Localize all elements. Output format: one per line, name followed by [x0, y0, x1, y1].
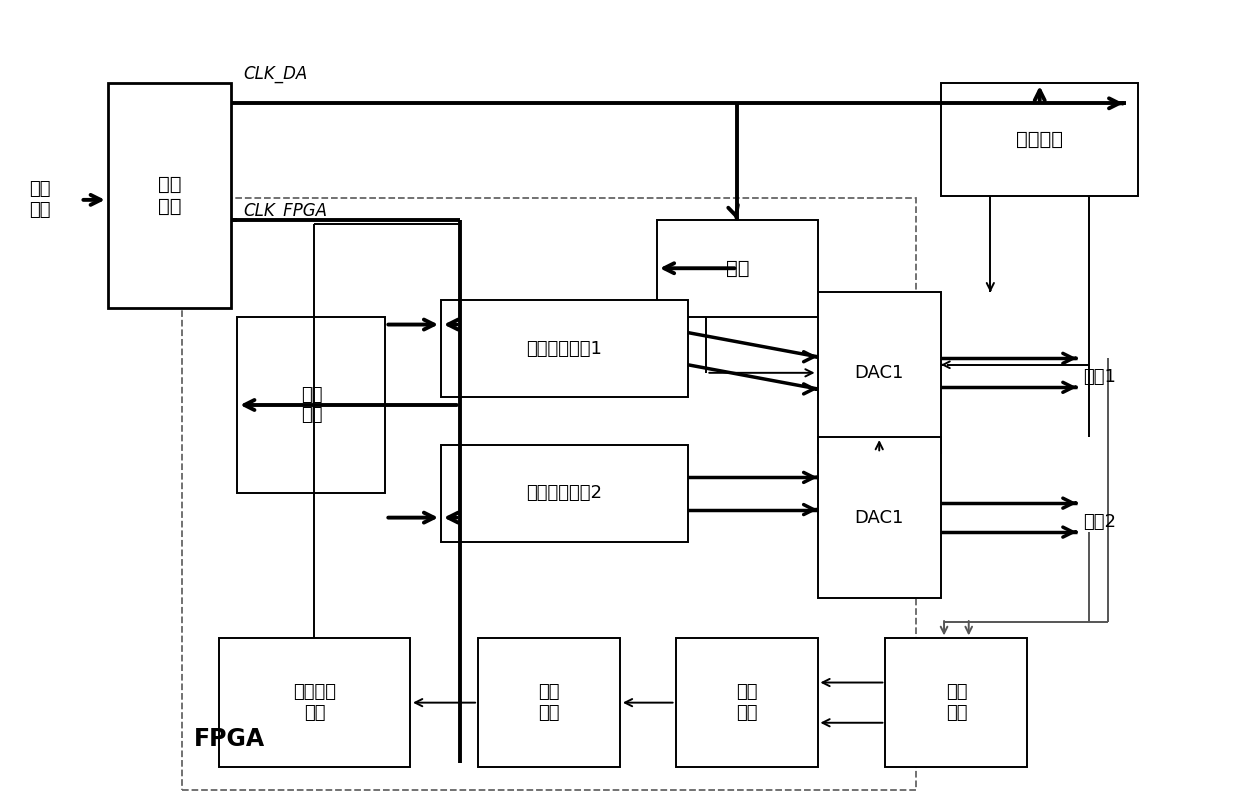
FancyBboxPatch shape	[817, 292, 941, 454]
FancyBboxPatch shape	[657, 220, 817, 317]
Text: 脉宽
测量: 脉宽 测量	[538, 684, 559, 722]
FancyBboxPatch shape	[441, 446, 688, 542]
Text: DAC1: DAC1	[854, 509, 904, 526]
Text: 同步控制
模块: 同步控制 模块	[293, 684, 336, 722]
FancyBboxPatch shape	[108, 83, 231, 309]
Text: FPGA: FPGA	[195, 727, 265, 751]
FancyBboxPatch shape	[479, 638, 620, 767]
Text: 脉冲
整形: 脉冲 整形	[946, 684, 967, 722]
Text: 波形发生模块1: 波形发生模块1	[527, 339, 603, 358]
FancyBboxPatch shape	[817, 437, 941, 598]
Text: 逻辑
与门: 逻辑 与门	[735, 684, 758, 722]
Text: 波形发生模块2: 波形发生模块2	[527, 484, 603, 502]
Text: 参考
时钟: 参考 时钟	[29, 181, 51, 220]
FancyBboxPatch shape	[941, 83, 1138, 196]
Text: 时钟延时: 时钟延时	[1017, 130, 1063, 149]
Text: CLK_DA: CLK_DA	[243, 66, 308, 83]
FancyBboxPatch shape	[441, 301, 688, 397]
FancyBboxPatch shape	[885, 638, 1028, 767]
Text: 时钟
模块: 时钟 模块	[157, 175, 181, 216]
FancyBboxPatch shape	[676, 638, 817, 767]
FancyBboxPatch shape	[237, 317, 386, 493]
Text: DAC1: DAC1	[854, 364, 904, 382]
Text: CLK_FPGA: CLK_FPGA	[243, 202, 327, 220]
Text: 输出2: 输出2	[1083, 513, 1116, 531]
Text: 时钟
分配: 时钟 分配	[300, 386, 322, 424]
FancyBboxPatch shape	[218, 638, 410, 767]
Text: 输出1: 输出1	[1083, 368, 1116, 386]
Text: 驱动: 驱动	[725, 258, 749, 278]
